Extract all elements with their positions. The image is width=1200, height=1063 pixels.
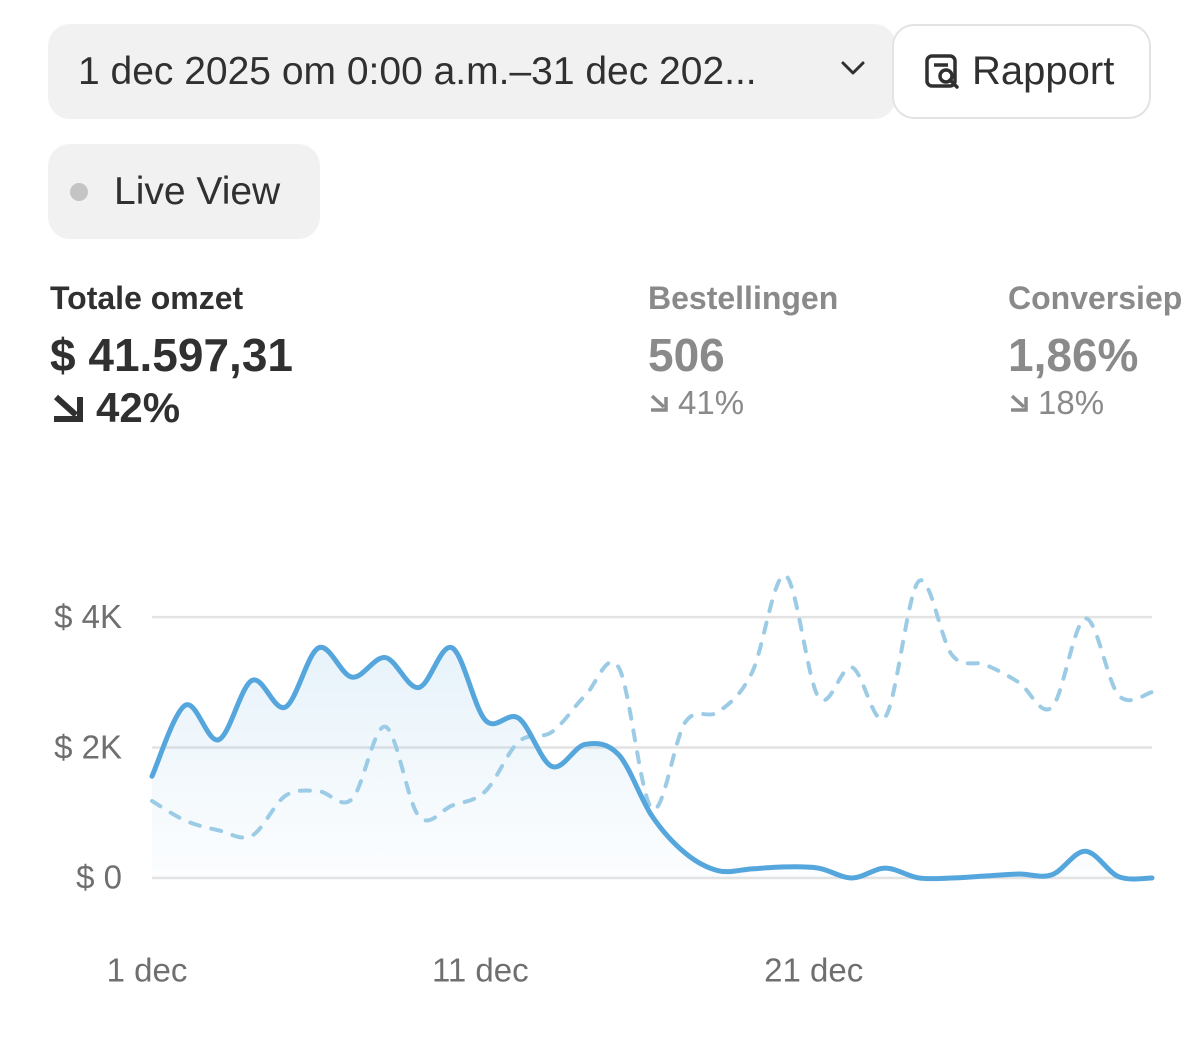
x-tick-label: 21 dec (764, 952, 863, 989)
metric[interactable]: Bestellingen 506 41% (648, 280, 838, 422)
live-view-label: Live View (114, 169, 281, 213)
live-view-button[interactable]: Live View (48, 144, 320, 239)
down-arrow (1010, 394, 1028, 412)
down-arrow (650, 394, 668, 412)
y-tick-label: $ 2K (54, 728, 122, 765)
metric-title: Bestellingen (648, 280, 839, 316)
metric-value: 506 (648, 329, 725, 381)
metric-value: $ 41.597,31 (50, 329, 294, 381)
metric-change-text: 41% (678, 384, 745, 421)
metric-change-text: 18% (1038, 384, 1105, 421)
metric-change-text: 42% (96, 384, 181, 431)
date-range-button[interactable]: 1 dec 2025 om 0:00 a.m.–31 dec 202... (48, 24, 896, 119)
report-button[interactable]: Rapport (892, 24, 1151, 119)
chevron-icon (841, 61, 865, 75)
metric-change: 42% (50, 384, 293, 432)
status-dot (70, 182, 88, 201)
metric-change: 18% (1008, 384, 1182, 422)
report-icon (925, 53, 959, 89)
x-tick-label: 11 dec (432, 952, 529, 989)
x-tick-label: 1 dec (107, 952, 188, 989)
y-tick-label: $ 4K (54, 598, 122, 635)
metric-title: Totale omzet (50, 280, 244, 316)
metric-title: Conversiep (1008, 280, 1183, 316)
metric-value: 1,86% (1008, 329, 1139, 381)
metric-change: 41% (648, 384, 838, 422)
comparison-line (150, 573, 1154, 840)
metric[interactable]: Conversiep 1,86% 18% (1008, 280, 1182, 422)
line (149, 645, 1155, 882)
metric[interactable]: Totale omzet $ 41.597,31 42% (50, 280, 293, 432)
y-tick-label: $ 0 (76, 859, 122, 896)
date-range: 1 dec 2025 om 0:00 a.m.–31 dec 202... (78, 49, 757, 93)
report-label: Rapport (972, 49, 1115, 93)
area (152, 647, 1152, 879)
chart: $ 0 $ 2K $ 4K 1 dec 11 dec 21 dec (54, 573, 1155, 989)
down-arrow (53, 394, 83, 422)
